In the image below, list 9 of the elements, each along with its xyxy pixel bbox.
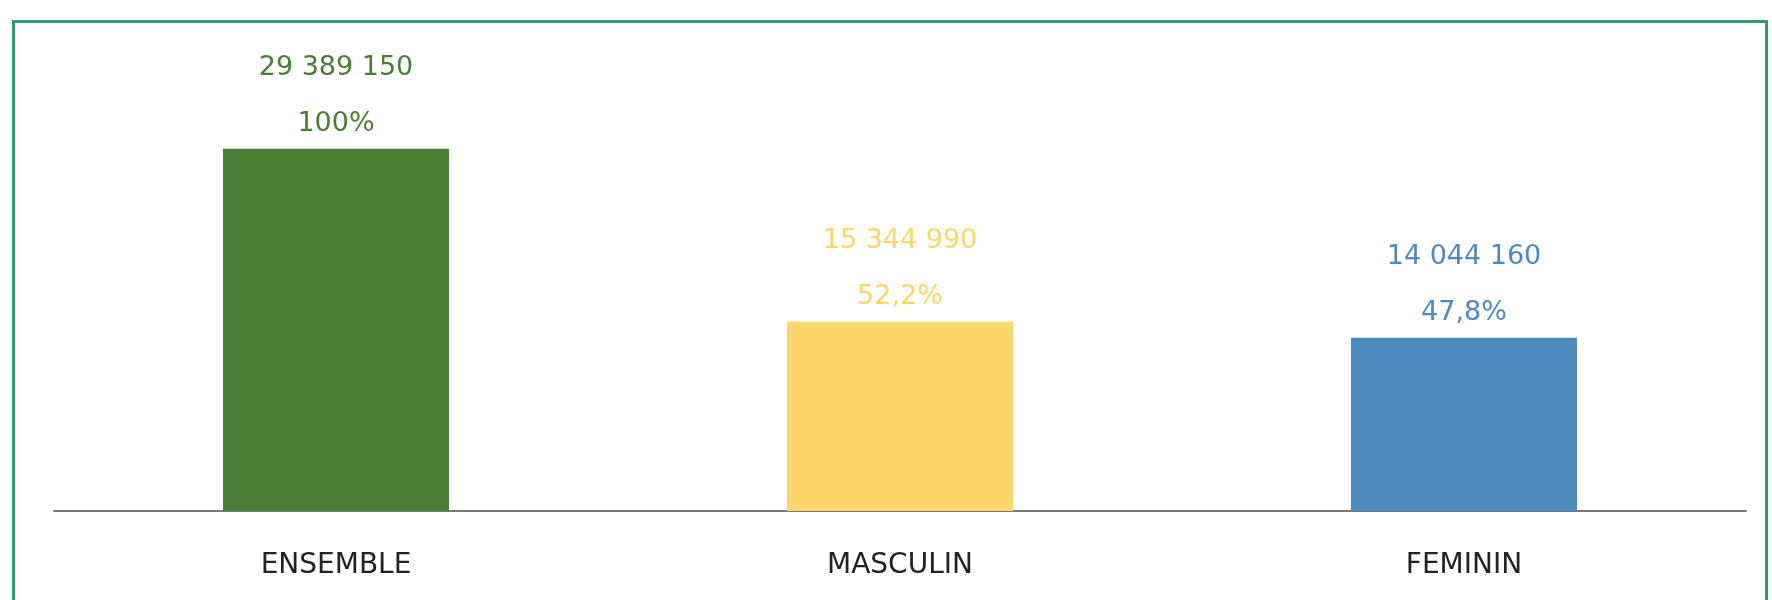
annotation: 47,8% [1421,294,1507,326]
data-label: 14 044 160 [1386,239,1542,271]
x-tick-label: MASCULIN [827,546,973,580]
x-tick-label: ENSEMBLE [260,546,412,580]
x-tick-label: FEMININ [1405,546,1523,580]
data-label: 29 389 150 [258,50,414,82]
data-label: 15 344 990 [822,223,978,255]
annotation: 100% [297,105,375,137]
annotation: 52,2% [857,278,943,310]
